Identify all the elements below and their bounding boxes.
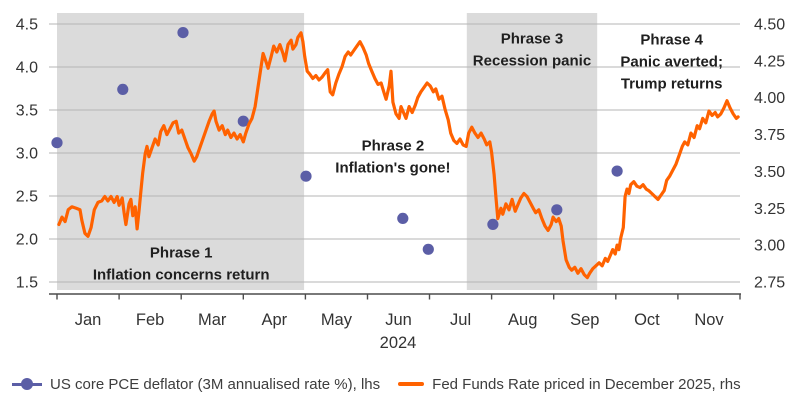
y-axis-left-label: 1.5 [16, 275, 38, 292]
legend-item-pce: US core PCE deflator (3M annualised rate… [12, 376, 380, 393]
x-axis-month-label: May [321, 311, 353, 329]
legend-item-fedfunds: Fed Funds Rate priced in December 2025, … [398, 376, 741, 393]
phase1-label: Phrase 1 [150, 245, 213, 262]
chart-canvas: 4.5 4.0 3.5 3.0 2.5 2.0 1.5 4.50 4.25 4.00 3.75 3.5… [16, 13, 785, 352]
x-axis-month-label: Jan [75, 311, 102, 329]
y-axis-right-label: 2.75 [754, 275, 785, 292]
y-axis-left-label: 4.5 [16, 17, 38, 34]
x-axis-month-label: Nov [694, 311, 724, 329]
x-axis-year-label: 2024 [380, 334, 417, 352]
pce-dot-icon [21, 378, 33, 390]
pce-dot [487, 218, 499, 230]
y-axis-right-label: 3.50 [754, 164, 785, 181]
y-axis-left-label: 3.0 [16, 146, 38, 163]
y-axis-left-label: 2.0 [16, 232, 38, 249]
y-axis-right-label: 3.75 [754, 127, 785, 144]
x-axis-month-label: Jul [450, 311, 471, 329]
pce-dot [237, 115, 249, 127]
pce-dot [551, 204, 563, 216]
pce-dot [177, 26, 189, 39]
x-axis-month-label: Jun [385, 311, 412, 329]
phase3-label: Phrase 3 [501, 31, 564, 48]
y-axis-left-label: 4.0 [16, 60, 38, 77]
phase4-label: Trump returns [621, 76, 723, 93]
phase2-label: Inflation's gone! [335, 160, 450, 177]
x-axis-month-label: Oct [634, 311, 660, 329]
x-axis-month-label: Mar [198, 311, 227, 329]
x-axis-month-label: Aug [508, 311, 537, 329]
pce-dot [422, 243, 434, 255]
y-axis-right-label: 4.00 [754, 90, 785, 107]
phase3-band [466, 13, 598, 290]
y-axis-right-label: 4.25 [754, 53, 785, 70]
y-axis-left-label: 2.5 [16, 189, 38, 206]
x-axis-month-label: Feb [136, 311, 164, 329]
y-axis-right-label: 3.25 [754, 201, 785, 218]
y-axis-left-label: 3.5 [16, 103, 38, 120]
fed-funds-line-marker-icon [398, 382, 425, 386]
x-axis-month-label: Apr [261, 311, 287, 329]
y-axis-right-label: 3.00 [754, 238, 785, 255]
phase1-label: Inflation concerns return [93, 267, 270, 284]
fed-funds-line [57, 31, 740, 280]
pce-dot [397, 212, 409, 224]
chart-legend: US core PCE deflator (3M annualised rate… [12, 366, 800, 402]
pce-dot [117, 83, 129, 95]
chart-area: 4.5 4.0 3.5 3.0 2.5 2.0 1.5 4.50 4.25 4.00 3.75 3.5… [16, 13, 785, 352]
pce-dot [51, 137, 63, 149]
phase4-label: Phrase 4 [640, 32, 703, 49]
phase4-label: Panic averted; [620, 54, 723, 71]
phase2-label: Phrase 2 [362, 138, 425, 155]
y-axis-right-label: 4.50 [754, 17, 785, 34]
pce-dot [300, 170, 312, 182]
pce-line-dot-marker-icon [12, 378, 42, 390]
legend-label-fedfunds: Fed Funds Rate priced in December 2025, … [432, 375, 741, 393]
phase3-label: Recession panic [473, 53, 591, 70]
pce-dot [611, 165, 623, 177]
x-axis-month-label: Sep [570, 311, 599, 329]
legend-label-pce: US core PCE deflator (3M annualised rate… [50, 375, 381, 393]
